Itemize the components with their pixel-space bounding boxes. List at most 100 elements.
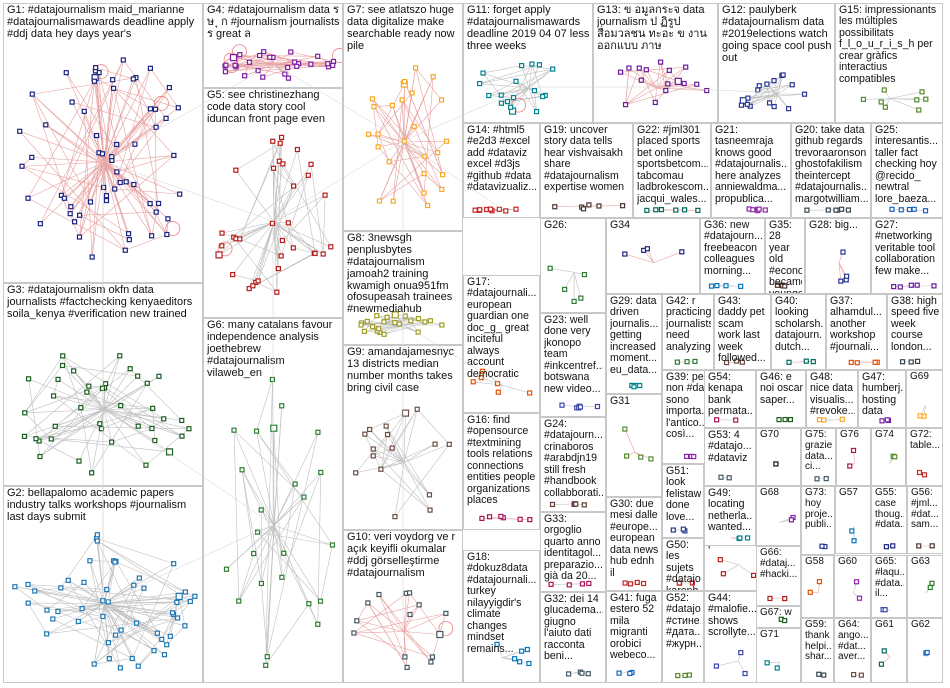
group-g72[interactable]: G72: table... xyxy=(906,428,943,486)
group-g62[interactable]: G62 xyxy=(907,618,943,683)
group-g70[interactable]: G70 xyxy=(756,428,801,486)
group-g75[interactable]: G75: grazie data... ci... xyxy=(801,428,836,486)
node xyxy=(383,423,389,429)
group-g23[interactable]: G23: well done very jkonopo team #inkcen… xyxy=(540,313,606,417)
node xyxy=(264,654,270,660)
group-g68[interactable]: G68 xyxy=(756,486,801,546)
group-g20[interactable]: G20: take data github regards trevoraaro… xyxy=(791,123,871,218)
edge xyxy=(653,251,682,264)
node xyxy=(165,448,174,456)
group-g13[interactable]: G13: ข อมูลกระจ data journalism ป ฏิรูปส… xyxy=(593,3,718,123)
group-g49[interactable]: G49: locating netherla... wanted... xyxy=(704,486,756,546)
group-g25[interactable]: G25: interesantis... taller fact checkin… xyxy=(871,123,943,218)
group-g76[interactable]: G76 xyxy=(836,428,871,486)
group-g12[interactable]: G12: paulyberk #datajournalism data #201… xyxy=(718,3,835,123)
node xyxy=(421,171,427,177)
group-g24[interactable]: G24: #datajourn... crinaboros #arabdjn19… xyxy=(540,417,606,512)
group-g11[interactable]: G11: forget apply #datajournalismawards … xyxy=(463,3,593,123)
group-g36[interactable]: G36: new #datajourn... freebeacon collea… xyxy=(700,218,765,294)
group-g43[interactable]: G43: daddy pet scam work last week follo… xyxy=(714,294,771,370)
group-g38[interactable]: G38: high speed five week course london.… xyxy=(887,294,943,370)
edge xyxy=(170,596,180,637)
group-g58[interactable]: G58 xyxy=(801,555,834,618)
group-g18[interactable]: G18: #dokuz8data #datajournali... turkey… xyxy=(463,550,540,683)
group-g5[interactable]: G5: see christinezhang code data story c… xyxy=(203,88,343,318)
group-g14[interactable]: G14: #html5 #e2d3 #excel add #dataviz ex… xyxy=(463,123,540,218)
node xyxy=(637,382,643,389)
group-g16[interactable]: G16: find #opensource #textmining tools … xyxy=(463,413,540,530)
edge xyxy=(46,603,105,611)
group-g66[interactable]: G66: #dataj... #hacki... xyxy=(756,546,801,606)
edge xyxy=(83,582,105,604)
edge xyxy=(409,604,420,615)
group-g42[interactable]: G42: r practicing journalists need analy… xyxy=(662,294,714,370)
edge xyxy=(233,430,275,526)
edge xyxy=(392,141,405,202)
edge xyxy=(226,496,305,570)
group-g63[interactable]: G63 xyxy=(907,555,943,618)
edge xyxy=(109,588,145,659)
group-g1[interactable]: G1: #datajournalism maid_marianne #dataj… xyxy=(3,3,203,283)
group-g2[interactable]: G2: bellapalomo academic papers industry… xyxy=(3,486,203,683)
group-g71[interactable]: G71 xyxy=(756,628,801,683)
group-g30[interactable]: G30: due mesi dalle #europe... european … xyxy=(606,497,662,591)
group-g59[interactable]: G59: thank helpi... shar... xyxy=(801,618,834,683)
group-g51[interactable]: G51: look felistaw... done love... xyxy=(662,464,704,538)
node xyxy=(889,206,895,212)
group-g40[interactable]: G40: looking scholarsh... datajourn... d… xyxy=(771,294,826,370)
group-g50[interactable]: G50: les sujets #datajo... karenb... plu… xyxy=(662,538,704,591)
group-g10[interactable]: G10: veri voydorg ve r açık keyifli okum… xyxy=(343,530,463,683)
group-g41[interactable]: G41: fuga estero 52 mila migranti orobic… xyxy=(606,591,662,683)
group-g31[interactable]: G31 xyxy=(606,394,662,497)
group-g60[interactable]: G60 xyxy=(834,555,871,618)
group-g52[interactable]: G52: #datajo... #стине... #дата... #журн… xyxy=(662,591,704,683)
group-g46[interactable]: G46: e noi oscar saper... xyxy=(756,370,806,428)
edge xyxy=(21,161,105,167)
group-g22[interactable]: G22: #jml301 placed sports bet online sp… xyxy=(633,123,711,218)
edge xyxy=(241,469,254,554)
group-g17[interactable]: G17: #datajournali... european guardian … xyxy=(463,275,540,413)
edge xyxy=(78,577,140,622)
group-g33[interactable]: G33: orgoglio quarto anno identitagol...… xyxy=(540,512,606,592)
group-label: G51: look felistaw... done love... xyxy=(666,466,701,523)
edge xyxy=(656,84,697,89)
group-g9[interactable]: G9: amandajamesnyc 13 districts median n… xyxy=(343,345,463,530)
group-g28[interactable]: G28: big... xyxy=(805,218,871,294)
node xyxy=(665,81,671,87)
group-g64[interactable]: G64: ango... #dat... aver... xyxy=(834,618,871,683)
group-g7[interactable]: G7: see atlatszo huge data digitalize ma… xyxy=(343,3,463,231)
group-g74[interactable]: G74 xyxy=(871,428,906,486)
group-g69[interactable]: G69 xyxy=(906,370,943,428)
group-g55[interactable]: G55: case thoug... #data... xyxy=(871,486,907,554)
group-g67[interactable]: G67: w xyxy=(756,606,801,628)
group-g3[interactable]: G3: #datajournalism okfn data journalist… xyxy=(3,283,203,486)
node xyxy=(648,456,654,462)
group-g4[interactable]: G4: #datajournalism data ร ษ ุ ก #journa… xyxy=(203,3,343,88)
group-g61[interactable]: G61 xyxy=(871,618,907,683)
group-g26[interactable]: G26: xyxy=(540,218,606,313)
edge xyxy=(35,438,80,462)
group-g35[interactable]: G35: 28 year old #economist became young… xyxy=(765,218,805,294)
group-g65[interactable]: G65: #laqu... #data... il... xyxy=(871,555,907,618)
group-g48[interactable]: G48: nice data visualis... #revoke... xyxy=(806,370,858,428)
node xyxy=(500,515,506,521)
node xyxy=(480,70,486,76)
group-g29[interactable]: G29: data driven journalis... getting in… xyxy=(606,294,662,394)
group-g47[interactable]: G47: humberj... hosting data xyxy=(858,370,906,428)
group-g6[interactable]: G6: many catalans favour independence an… xyxy=(203,318,343,683)
group-g73[interactable]: G73: hoy proje... publi... xyxy=(801,486,835,555)
group-g56[interactable]: G56: #jml... #dat... sam... xyxy=(907,486,943,554)
group-g8[interactable]: G8: 3newsgh penplusbytes #datajournalism… xyxy=(343,231,463,345)
group-g53[interactable]: G53: 4 #datajo... #dataviz xyxy=(704,428,756,486)
group-g54[interactable]: G54: kenapa bank permata... xyxy=(704,370,756,428)
group-g34[interactable]: G34 xyxy=(606,218,700,294)
group-g21[interactable]: G21: tasneemraja knows good #datajournal… xyxy=(711,123,791,218)
group-g15[interactable]: G15: impressionants les múltiples possib… xyxy=(835,3,943,123)
edge xyxy=(747,84,793,99)
group-g32[interactable]: G32: dei 14 glucadema... giugno l'aiuto … xyxy=(540,592,606,683)
group-g27[interactable]: G27: #networking veritable tool collabor… xyxy=(871,218,943,294)
group-g37[interactable]: G37: alhamdul... another workshop #journ… xyxy=(826,294,887,370)
group-g57[interactable]: G57 xyxy=(835,486,871,554)
group-g19[interactable]: G19: uncover story data tells hear vishv… xyxy=(540,123,633,218)
edge xyxy=(919,405,926,417)
